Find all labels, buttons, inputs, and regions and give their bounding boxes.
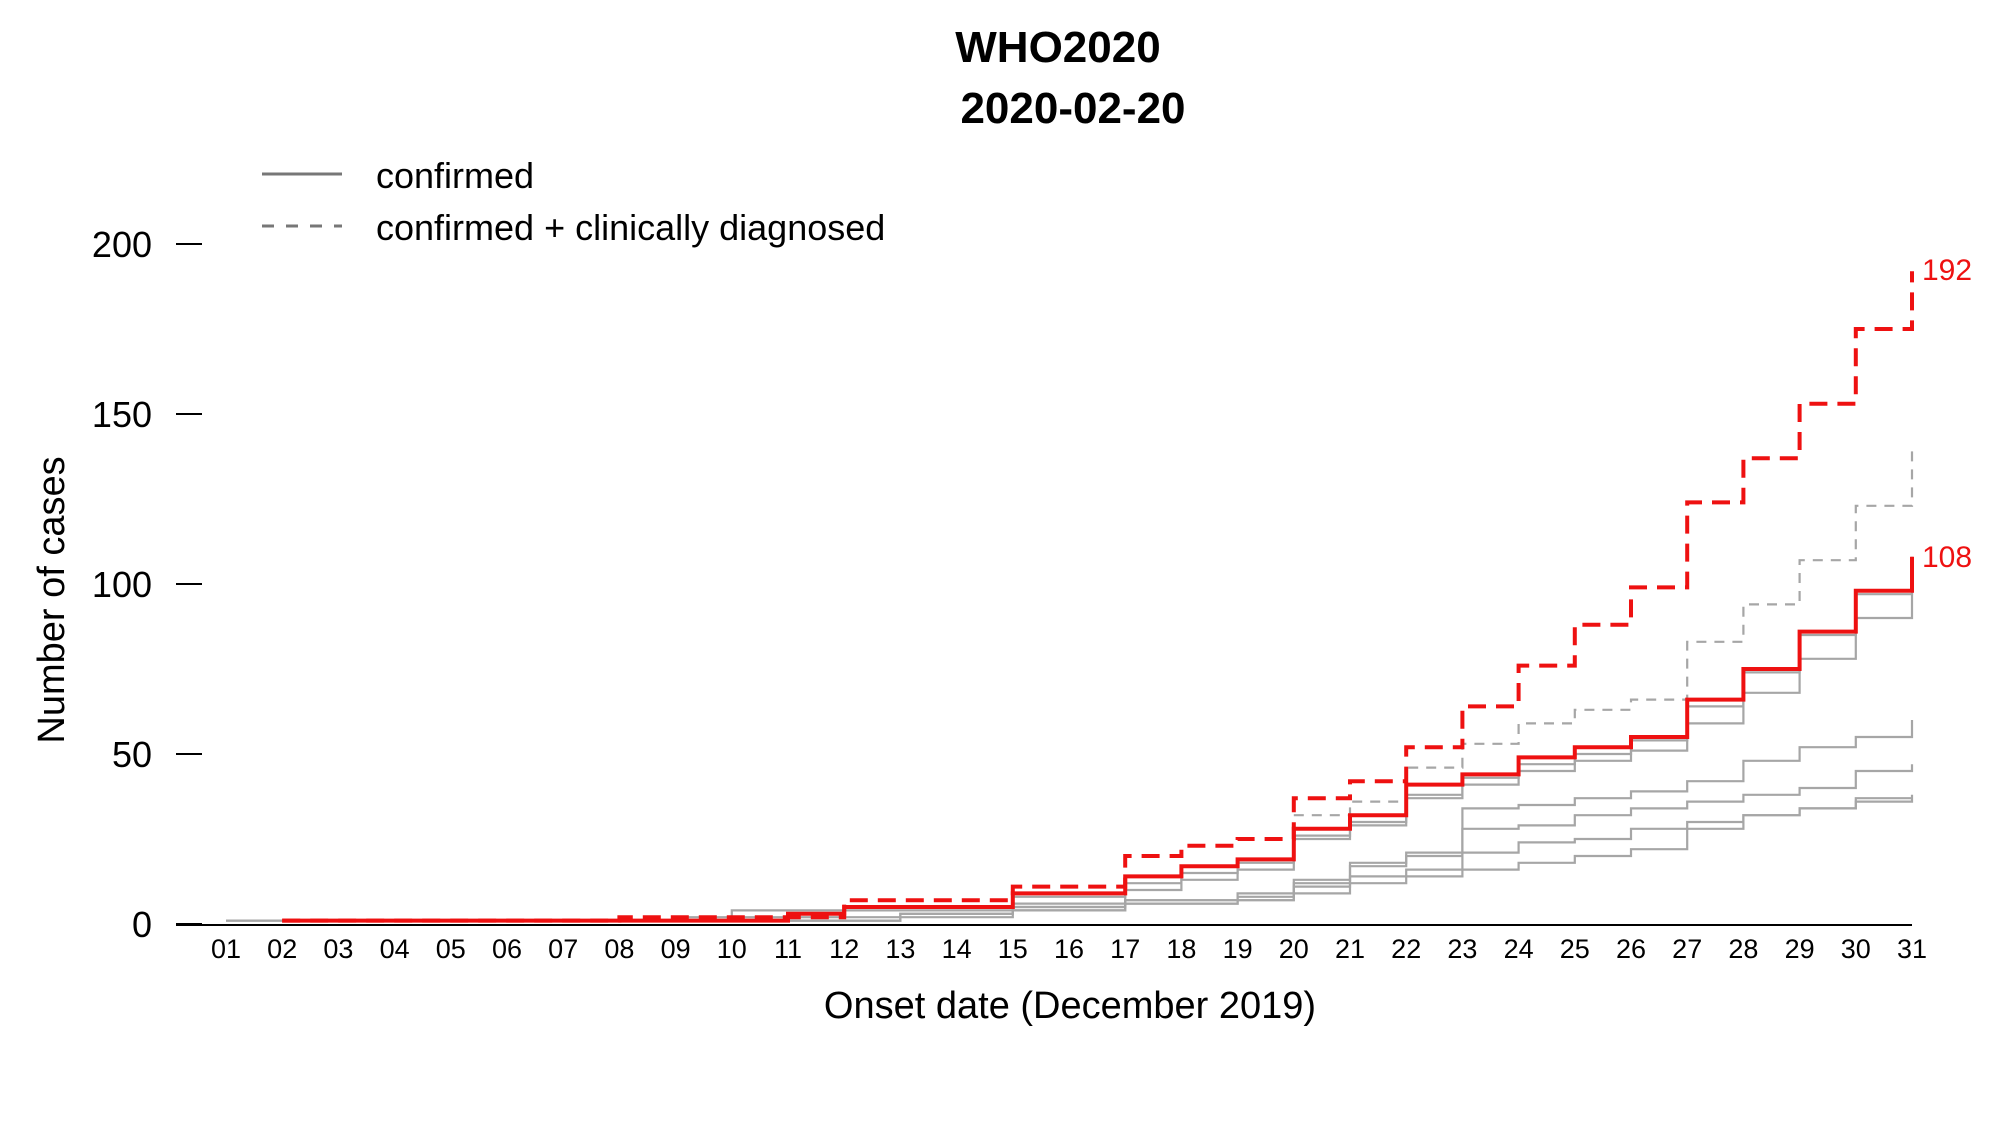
x-tick-label: 27 — [1672, 934, 1702, 964]
background-series-solid-4 — [226, 590, 1914, 922]
x-tick-label: 21 — [1335, 934, 1365, 964]
chart-subtitle: 2020-02-20 — [960, 84, 1185, 133]
y-tick-label: 150 — [92, 394, 152, 435]
x-tick-label: 17 — [1110, 934, 1140, 964]
background-series-solid-8 — [844, 794, 1914, 919]
x-tick-label: 30 — [1841, 934, 1871, 964]
x-tick-label: 07 — [548, 934, 578, 964]
x-tick-label: 01 — [211, 934, 241, 964]
x-tick-label: 20 — [1279, 934, 1309, 964]
legend-label-confirmed-clinically: confirmed + clinically diagnosed — [376, 207, 885, 248]
highlighted-series — [282, 271, 1914, 923]
x-tick-label: 16 — [1054, 934, 1084, 964]
background-series-solid-7 — [282, 797, 1912, 922]
y-tick-label: 0 — [132, 904, 152, 945]
x-tick-label: 09 — [661, 934, 691, 964]
x-tick-label: 08 — [604, 934, 634, 964]
x-tick-label: 22 — [1391, 934, 1421, 964]
x-axis: 01 02 03 04 05 06 07 08 09 10 11 12 13 14 15 16 17 18 19 20… — [176, 924, 1927, 964]
legend: confirmed confirmed + clinically diagnos… — [262, 155, 885, 248]
y-tick-label: 200 — [92, 224, 152, 265]
x-tick-label: 06 — [492, 934, 522, 964]
x-tick-label: 13 — [885, 934, 915, 964]
chart-title: WHO2020 — [955, 23, 1160, 72]
x-tick-label: 10 — [717, 934, 747, 964]
y-tick-label: 50 — [112, 734, 152, 775]
x-tick-label: 25 — [1560, 934, 1590, 964]
y-axis: 0 50 100 150 200 — [92, 224, 202, 945]
x-tick-label: 19 — [1223, 934, 1253, 964]
x-tick-label: 24 — [1504, 934, 1534, 964]
x-tick-label: 31 — [1897, 934, 1927, 964]
x-tick-label: 05 — [436, 934, 466, 964]
y-tick-label: 100 — [92, 564, 152, 605]
x-tick-label: 26 — [1616, 934, 1646, 964]
x-tick-label: 23 — [1447, 934, 1477, 964]
x-tick-label: 15 — [998, 934, 1028, 964]
x-tick-label: 12 — [829, 934, 859, 964]
x-tick-label: 29 — [1785, 934, 1815, 964]
highlight-series-solid-1 — [282, 556, 1914, 923]
legend-label-confirmed: confirmed — [376, 155, 534, 196]
highlight-series-dashed-0 — [282, 271, 1914, 923]
x-tick-label: 14 — [942, 934, 972, 964]
x-axis-label: Onset date (December 2019) — [824, 985, 1316, 1027]
x-tick-label: 18 — [1166, 934, 1196, 964]
y-axis-label: Number of cases — [31, 456, 73, 743]
x-tick-label: 11 — [774, 934, 802, 964]
end-label-solid: 108 — [1922, 541, 1972, 574]
end-label-dashed: 192 — [1922, 254, 1972, 287]
x-tick-label: 02 — [267, 934, 297, 964]
x-tick-label: 03 — [323, 934, 353, 964]
x-tick-label: 28 — [1728, 934, 1758, 964]
background-series — [226, 451, 1914, 922]
x-tick-label: 04 — [380, 934, 410, 964]
